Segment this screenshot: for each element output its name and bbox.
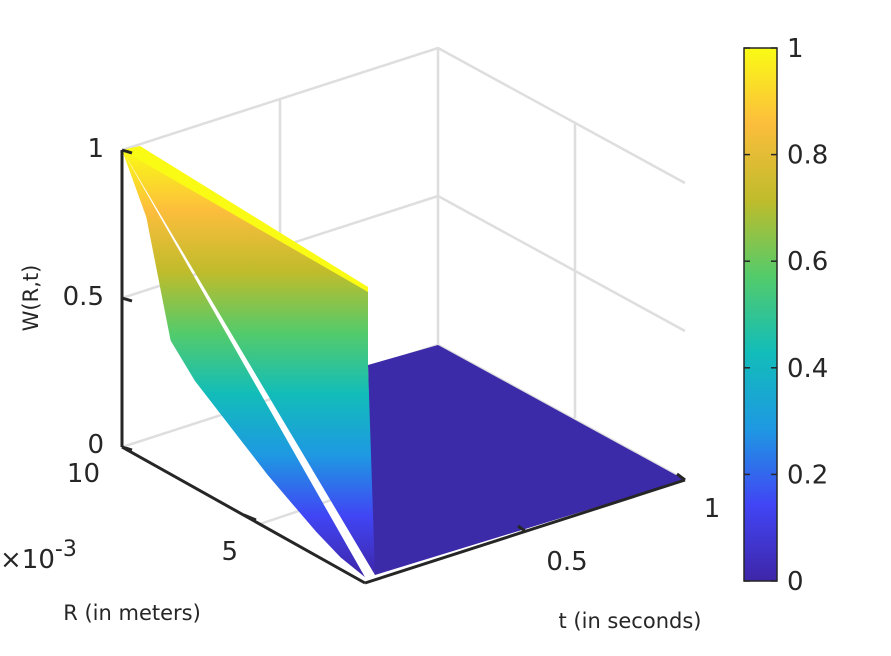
surface-top-edge bbox=[122, 146, 368, 292]
z-tick-label-0: 0 bbox=[87, 430, 104, 460]
r-tick-label-5: 5 bbox=[221, 537, 238, 567]
colorbar-tick-label-5: 1 bbox=[787, 34, 804, 64]
t-tick-label-1: 1 bbox=[704, 494, 721, 524]
t-axis-label: t (in seconds) bbox=[559, 609, 702, 633]
z-tick-1 bbox=[121, 148, 133, 155]
r-tick-label-10: 10 bbox=[67, 459, 100, 489]
colorbar-tick-label-1: 0.2 bbox=[787, 460, 828, 490]
colorbar-tick-label-0: 0 bbox=[787, 567, 804, 597]
colorbar-tick-label-4: 0.8 bbox=[787, 141, 828, 171]
surface-floor bbox=[368, 345, 685, 575]
colorbar: 0 0.2 0.4 0.6 0.8 1 bbox=[743, 34, 828, 597]
axes bbox=[120, 148, 686, 585]
r-exponent-base: ×10 bbox=[0, 545, 55, 575]
r-exponent-label: ×10-3 bbox=[0, 537, 77, 575]
tick-labels: 1 0.5 0 10 5 ×10-3 0.5 1 bbox=[0, 134, 720, 577]
surface-plot bbox=[122, 146, 685, 578]
r-exponent-power: -3 bbox=[55, 537, 77, 562]
colorbar-rect bbox=[743, 47, 778, 582]
t-tick-05 bbox=[517, 524, 526, 533]
z-tick-0 bbox=[121, 445, 133, 452]
t-axis-line bbox=[364, 478, 686, 585]
r-axis-label: R (in meters) bbox=[63, 601, 201, 625]
t-tick-label-05: 0.5 bbox=[546, 547, 587, 577]
r-axis-line bbox=[121, 445, 366, 585]
z-tick-05 bbox=[121, 296, 133, 303]
colorbar-tick-label-2: 0.4 bbox=[787, 354, 828, 384]
z-axis-label: W(R,t) bbox=[19, 265, 43, 332]
r-tick-5 bbox=[243, 513, 257, 522]
colorbar-tick-label-3: 0.6 bbox=[787, 247, 828, 277]
back-wall-edge bbox=[121, 46, 686, 185]
t-tick-1 bbox=[676, 472, 686, 482]
z-tick-label-1: 1 bbox=[87, 134, 104, 164]
colorbar-ticks: 0 0.2 0.4 0.6 0.8 1 bbox=[744, 34, 828, 597]
z-tick-label-05: 0.5 bbox=[63, 282, 104, 312]
